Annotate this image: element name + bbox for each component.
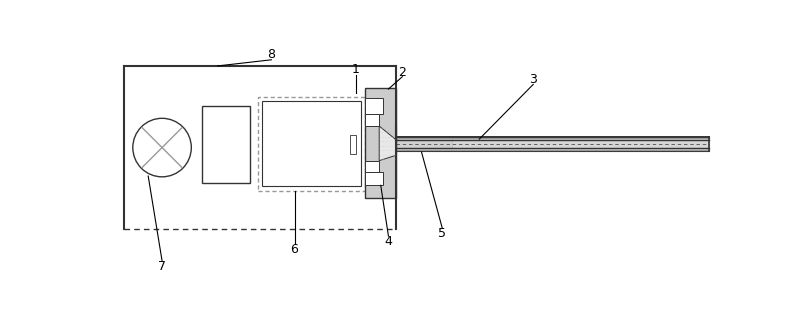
Bar (262, 101, 361, 186)
Bar (366, 161, 379, 172)
Bar (350, 135, 356, 154)
Bar (366, 87, 396, 198)
Bar (396, 136, 452, 151)
Text: 7: 7 (158, 260, 166, 273)
Text: 6: 6 (290, 243, 298, 256)
Text: 2: 2 (398, 66, 406, 79)
Bar (202, 106, 250, 183)
Bar (366, 98, 383, 114)
Polygon shape (379, 126, 396, 161)
Bar (258, 97, 366, 191)
Text: 5: 5 (438, 227, 446, 240)
Text: 4: 4 (385, 235, 392, 248)
Text: 3: 3 (530, 73, 537, 86)
Bar (366, 114, 379, 126)
Bar (366, 172, 383, 185)
Text: 1: 1 (352, 63, 360, 76)
Text: 8: 8 (267, 48, 275, 61)
